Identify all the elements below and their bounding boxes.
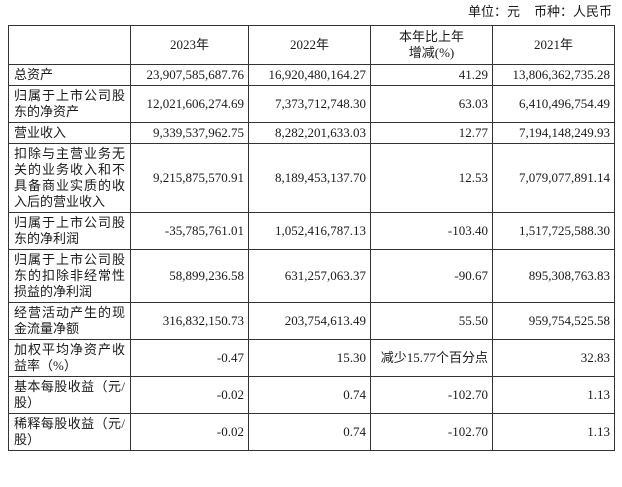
row-label-cell: 扣除与主营业务无关的业务收入和不具备商业实质的收入后的营业收入 (8, 143, 131, 213)
value-change-cell: 63.03 (370, 85, 493, 123)
value-change-cell: -90.67 (370, 249, 493, 303)
value-change-cell: -102.70 (370, 376, 493, 414)
value-2021-cell: 1,517,725,588.30 (492, 212, 615, 250)
unit-label: 单位：元 (467, 4, 520, 19)
value-2023-cell: 23,907,585,687.76 (130, 64, 249, 86)
value-change-cell: 12.77 (370, 122, 493, 144)
header-row: 2023年 2022年 本年比上年 增减(%) 2021年 (8, 25, 615, 65)
value-2023-cell: -0.47 (130, 339, 249, 377)
value-2023-cell: 9,215,875,570.91 (130, 143, 249, 213)
table-body: 总资产 23,907,585,687.76 16,920,480,164.27 … (8, 64, 615, 451)
row-label-cell: 稀释每股收益（元/股） (8, 413, 131, 451)
table-row: 归属于上市公司股东的净资产 12,021,606,274.69 7,373,71… (8, 85, 615, 123)
row-label-cell: 归属于上市公司股东的净资产 (8, 85, 131, 123)
currency-label: 币种：人民币 (533, 4, 612, 19)
value-2023-cell: -0.02 (130, 376, 249, 414)
header-metric (8, 25, 131, 65)
value-2023-cell: 316,832,150.73 (130, 302, 249, 340)
table-row: 加权平均净资产收益率（%） -0.47 15.30 减少15.77个百分点 32… (8, 339, 615, 377)
header-change-line1: 本年比上年 (398, 29, 464, 44)
value-2021-cell: 32.83 (492, 339, 615, 377)
value-2021-cell: 7,079,077,891.14 (492, 143, 615, 213)
value-change-cell: -103.40 (370, 212, 493, 250)
table-row: 稀释每股收益（元/股） -0.02 0.74 -102.70 1.13 (8, 413, 615, 451)
value-2022-cell: 631,257,063.37 (248, 249, 371, 303)
table-row: 经营活动产生的现金流量净额 316,832,150.73 203,754,613… (8, 302, 615, 340)
value-2022-cell: 15.30 (248, 339, 371, 377)
value-2021-cell: 895,308,763.83 (492, 249, 615, 303)
value-2022-cell: 1,052,416,787.13 (248, 212, 371, 250)
value-2022-cell: 203,754,613.49 (248, 302, 371, 340)
row-label-cell: 归属于上市公司股东的扣除非经常性损益的净利润 (8, 249, 131, 303)
value-2023-cell: 9,339,537,962.75 (130, 122, 249, 144)
value-2022-cell: 8,189,453,137.70 (248, 143, 371, 213)
value-2023-cell: 58,899,236.58 (130, 249, 249, 303)
value-2021-cell: 7,194,148,249.93 (492, 122, 615, 144)
table-row: 归属于上市公司股东的净利润 -35,785,761.01 1,052,416,7… (8, 212, 615, 250)
header-2021: 2021年 (492, 25, 615, 65)
value-2021-cell: 959,754,525.58 (492, 302, 615, 340)
row-label-cell: 加权平均净资产收益率（%） (8, 339, 131, 377)
value-2021-cell: 1.13 (492, 376, 615, 414)
table-row: 归属于上市公司股东的扣除非经常性损益的净利润 58,899,236.58 631… (8, 249, 615, 303)
row-label-cell: 基本每股收益（元/股） (8, 376, 131, 414)
value-2023-cell: -0.02 (130, 413, 249, 451)
value-change-cell: 55.50 (370, 302, 493, 340)
header-2022: 2022年 (248, 25, 371, 65)
header-change-line2: 增减(%) (408, 45, 455, 60)
row-label-cell: 经营活动产生的现金流量净额 (8, 302, 131, 340)
table-row: 基本每股收益（元/股） -0.02 0.74 -102.70 1.13 (8, 376, 615, 414)
value-2023-cell: 12,021,606,274.69 (130, 85, 249, 123)
value-2022-cell: 16,920,480,164.27 (248, 64, 371, 86)
value-change-cell: 41.29 (370, 64, 493, 86)
value-2023-cell: -35,785,761.01 (130, 212, 249, 250)
table-row: 营业收入 9,339,537,962.75 8,282,201,633.03 1… (8, 122, 615, 144)
value-2021-cell: 1.13 (492, 413, 615, 451)
table-row: 扣除与主营业务无关的业务收入和不具备商业实质的收入后的营业收入 9,215,87… (8, 143, 615, 213)
financial-summary-table: 2023年 2022年 本年比上年 增减(%) 2021年 总资产 23,907… (8, 25, 615, 451)
row-label-cell: 归属于上市公司股东的净利润 (8, 212, 131, 250)
value-change-cell: 减少15.77个百分点 (370, 339, 493, 377)
value-2022-cell: 0.74 (248, 413, 371, 451)
unit-currency-line: 单位：元 币种：人民币 (0, 0, 614, 25)
value-2021-cell: 6,410,496,754.49 (492, 85, 615, 123)
value-2022-cell: 7,373,712,748.30 (248, 85, 371, 123)
value-change-cell: 12.53 (370, 143, 493, 213)
value-change-cell: -102.70 (370, 413, 493, 451)
value-2022-cell: 0.74 (248, 376, 371, 414)
table-row: 总资产 23,907,585,687.76 16,920,480,164.27 … (8, 64, 615, 86)
value-2021-cell: 13,806,362,735.28 (492, 64, 615, 86)
row-label-cell: 营业收入 (8, 122, 131, 144)
row-label-cell: 总资产 (8, 64, 131, 86)
value-2022-cell: 8,282,201,633.03 (248, 122, 371, 144)
header-2023: 2023年 (130, 25, 249, 65)
header-change: 本年比上年 增减(%) (370, 25, 493, 65)
